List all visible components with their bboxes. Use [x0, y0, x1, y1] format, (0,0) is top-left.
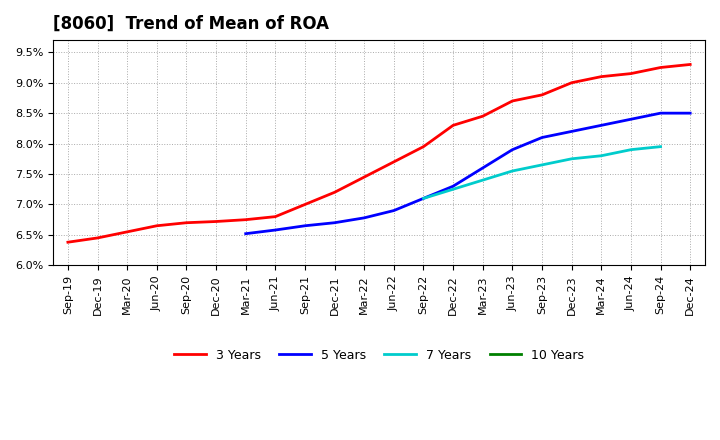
5 Years — [360, 215, 369, 220]
5 Years — [301, 223, 310, 228]
3 Years — [271, 214, 279, 219]
3 Years — [508, 99, 517, 104]
5 Years — [390, 208, 398, 213]
5 Years — [508, 147, 517, 152]
5 Years — [241, 231, 250, 236]
5 Years — [449, 183, 457, 189]
3 Years — [93, 235, 102, 241]
3 Years — [656, 65, 665, 70]
7 Years — [449, 187, 457, 192]
7 Years — [419, 196, 428, 201]
3 Years — [567, 80, 576, 85]
3 Years — [330, 190, 339, 195]
5 Years — [419, 196, 428, 201]
5 Years — [330, 220, 339, 225]
3 Years — [686, 62, 695, 67]
5 Years — [597, 123, 606, 128]
Line: 5 Years: 5 Years — [246, 113, 690, 234]
3 Years — [419, 144, 428, 149]
5 Years — [686, 110, 695, 116]
3 Years — [153, 223, 161, 228]
5 Years — [656, 110, 665, 116]
Line: 7 Years: 7 Years — [423, 147, 660, 198]
7 Years — [626, 147, 635, 152]
7 Years — [597, 153, 606, 158]
7 Years — [538, 162, 546, 168]
3 Years — [360, 174, 369, 180]
3 Years — [597, 74, 606, 79]
3 Years — [449, 123, 457, 128]
5 Years — [479, 165, 487, 171]
3 Years — [63, 239, 72, 245]
3 Years — [479, 114, 487, 119]
7 Years — [656, 144, 665, 149]
5 Years — [538, 135, 546, 140]
3 Years — [538, 92, 546, 98]
3 Years — [123, 229, 132, 235]
Legend: 3 Years, 5 Years, 7 Years, 10 Years: 3 Years, 5 Years, 7 Years, 10 Years — [169, 344, 589, 367]
7 Years — [508, 169, 517, 174]
7 Years — [479, 177, 487, 183]
Line: 3 Years: 3 Years — [68, 64, 690, 242]
3 Years — [182, 220, 191, 225]
Text: [8060]  Trend of Mean of ROA: [8060] Trend of Mean of ROA — [53, 15, 329, 33]
5 Years — [567, 129, 576, 134]
3 Years — [241, 217, 250, 222]
5 Years — [271, 227, 279, 233]
5 Years — [626, 117, 635, 122]
3 Years — [626, 71, 635, 76]
3 Years — [212, 219, 220, 224]
3 Years — [301, 202, 310, 207]
3 Years — [390, 159, 398, 165]
7 Years — [567, 156, 576, 161]
